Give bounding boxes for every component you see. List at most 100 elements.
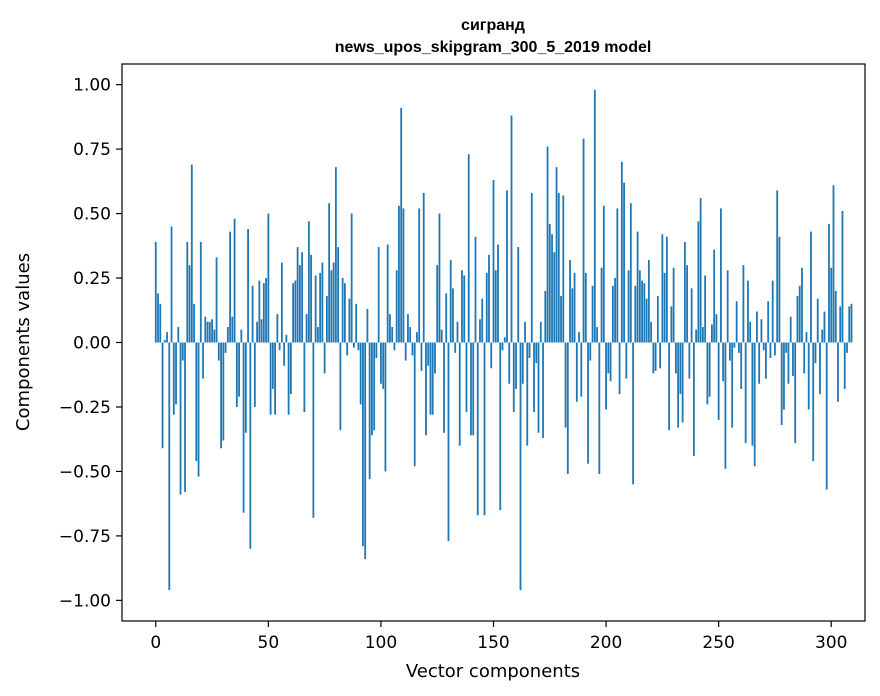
bar xyxy=(154,241,157,343)
bar xyxy=(668,342,671,431)
bar xyxy=(389,314,391,343)
bar xyxy=(821,329,824,343)
bar xyxy=(756,311,758,343)
bar xyxy=(711,324,713,343)
bar xyxy=(470,342,472,436)
bar xyxy=(456,321,459,343)
bar xyxy=(758,342,761,384)
bar xyxy=(616,208,619,343)
bar xyxy=(738,342,740,353)
bar xyxy=(578,332,580,343)
bar xyxy=(452,288,454,343)
y-tick-label: 0.25 xyxy=(73,269,111,289)
x-tick-label: 0 xyxy=(150,633,161,653)
bar xyxy=(760,319,763,343)
bar xyxy=(346,342,349,356)
bar xyxy=(749,321,752,343)
bar xyxy=(404,342,407,361)
bar xyxy=(206,321,209,343)
bar xyxy=(467,154,470,343)
bar xyxy=(213,329,216,343)
bar xyxy=(548,223,551,343)
bar xyxy=(695,329,698,343)
bar xyxy=(553,252,556,343)
bar xyxy=(670,306,673,343)
bar xyxy=(490,342,493,369)
bar xyxy=(384,342,387,472)
bar xyxy=(371,342,373,436)
bar xyxy=(686,265,689,343)
bar xyxy=(542,342,544,438)
bar xyxy=(362,342,364,547)
bar xyxy=(240,329,243,343)
bar xyxy=(528,342,531,358)
bar xyxy=(238,342,240,397)
bar xyxy=(307,221,310,343)
bar xyxy=(231,316,234,343)
bar xyxy=(386,244,389,343)
bar xyxy=(521,342,524,384)
bar xyxy=(184,342,186,493)
bar xyxy=(271,342,274,389)
bar xyxy=(643,283,646,343)
x-tick-label: 50 xyxy=(258,633,280,653)
bar xyxy=(659,342,662,369)
bar xyxy=(609,342,612,382)
bar xyxy=(431,342,434,415)
bar xyxy=(461,270,463,343)
bar xyxy=(170,226,173,343)
bar xyxy=(488,254,490,343)
y-tick-label: −0.75 xyxy=(59,527,111,547)
bar xyxy=(355,303,358,343)
bar xyxy=(305,314,308,343)
bar xyxy=(159,303,162,343)
bar xyxy=(591,285,594,343)
bar xyxy=(539,321,542,343)
bar xyxy=(157,293,159,343)
bar xyxy=(546,146,549,343)
bar xyxy=(580,342,583,397)
bar xyxy=(830,267,833,343)
x-tick-label: 200 xyxy=(590,633,622,653)
bar xyxy=(211,319,213,343)
bar xyxy=(751,342,754,446)
bar xyxy=(204,316,207,343)
bar xyxy=(497,244,499,343)
bar xyxy=(679,342,682,395)
y-tick-label: −0.25 xyxy=(59,398,111,418)
bar xyxy=(208,321,211,343)
bar xyxy=(163,339,166,343)
bar xyxy=(262,283,265,343)
x-axis-label: Vector components xyxy=(406,661,580,682)
bar xyxy=(292,283,295,343)
bar xyxy=(742,265,745,343)
bar xyxy=(348,298,351,343)
bar xyxy=(699,198,702,343)
bar xyxy=(359,342,362,405)
bar xyxy=(663,272,666,343)
bar xyxy=(526,342,529,446)
bar xyxy=(235,342,238,407)
bar xyxy=(656,296,659,343)
bar xyxy=(713,249,716,343)
bar xyxy=(465,342,468,413)
bar xyxy=(681,342,684,423)
bar xyxy=(584,272,587,343)
bar xyxy=(269,342,272,415)
bar xyxy=(837,342,839,402)
bar xyxy=(350,213,353,343)
bar xyxy=(724,342,727,469)
bar xyxy=(438,213,441,343)
bar xyxy=(310,254,313,343)
bar xyxy=(512,342,515,413)
bar xyxy=(330,270,333,343)
bar xyxy=(296,247,299,343)
bar xyxy=(839,306,842,343)
bar xyxy=(499,342,502,511)
bar xyxy=(587,342,589,464)
y-tick-label: 0.75 xyxy=(73,140,111,160)
bar xyxy=(373,342,376,431)
bar xyxy=(708,342,711,397)
bar xyxy=(825,342,828,490)
